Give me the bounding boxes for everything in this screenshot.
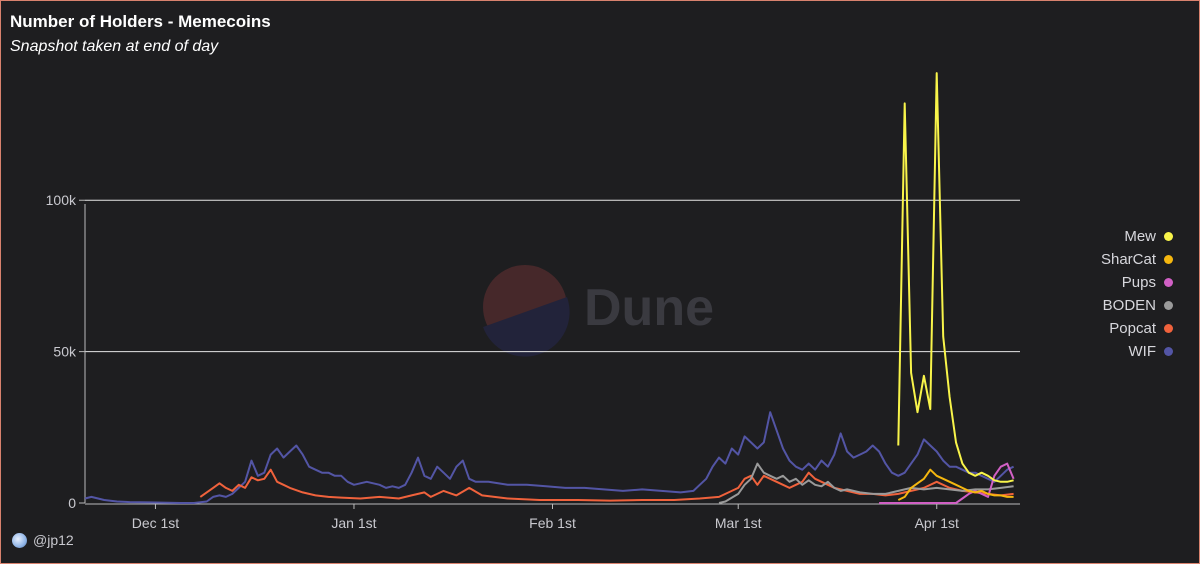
legend-item-mew[interactable]: Mew (1124, 228, 1173, 245)
x-tick-label: Apr 1st (915, 515, 959, 531)
attribution-user: @jp12 (33, 532, 74, 548)
dune-logo-shadow (483, 297, 570, 357)
x-tick-label: Mar 1st (715, 515, 762, 531)
legend-label: SharCat (1100, 251, 1156, 268)
legend-item-sharcat[interactable]: SharCat (1101, 251, 1173, 268)
series-line-mew[interactable] (897, 72, 1014, 483)
legend-label: WIF (1128, 343, 1157, 360)
legend-item-pups[interactable]: Pups (1122, 274, 1173, 291)
x-tick-label: Feb 1st (529, 515, 576, 531)
series-lines (84, 72, 1015, 504)
y-tick-label: 100k (46, 192, 77, 208)
legend-dot-icon (1164, 232, 1173, 241)
chart-subtitle: Snapshot taken at end of day (10, 38, 219, 55)
y-tick-label: 0 (68, 495, 76, 511)
y-tick-label: 50k (53, 344, 77, 360)
legend-dot-icon (1164, 255, 1173, 264)
legend-label: BODEN (1102, 297, 1156, 314)
user-avatar-icon (12, 532, 27, 548)
y-axis: 0 50k 100k (46, 192, 86, 511)
chart-title: Number of Holders - Memecoins (10, 12, 271, 31)
legend-item-wif[interactable]: WIF (1128, 343, 1173, 360)
dune-watermark: Dune (483, 265, 714, 357)
series-line-pups[interactable] (879, 462, 1015, 504)
attribution[interactable]: @jp12 (12, 532, 74, 548)
gridlines (85, 199, 1020, 353)
legend-dot-icon (1164, 324, 1173, 333)
x-tick-label: Jan 1st (331, 515, 376, 531)
series-line-wif[interactable] (84, 411, 1015, 504)
legend-item-boden[interactable]: BODEN (1103, 297, 1173, 314)
legend-dot-icon (1164, 347, 1173, 356)
legend-label: Mew (1124, 228, 1156, 245)
x-axis: Dec 1st Jan 1st Feb 1st Mar 1st Apr 1st (85, 503, 1020, 531)
series-line-boden[interactable] (718, 462, 1014, 504)
legend-dot-icon (1164, 301, 1173, 310)
legend-item-popcat[interactable]: Popcat (1109, 320, 1173, 337)
x-tick-label: Dec 1st (132, 515, 180, 531)
series-line-sharcat[interactable] (897, 468, 1014, 501)
legend-label: Pups (1121, 274, 1156, 291)
legend-dot-icon (1164, 278, 1173, 287)
watermark-text: Dune (584, 279, 714, 337)
legend-label: Popcat (1109, 320, 1156, 337)
series-line-popcat[interactable] (199, 468, 1014, 502)
